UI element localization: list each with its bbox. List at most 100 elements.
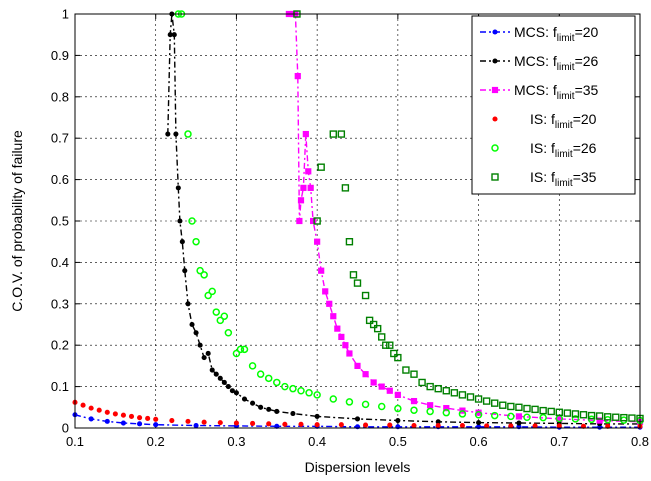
data-point xyxy=(523,413,531,421)
legend-item: IS: flimit=20 xyxy=(492,111,597,131)
legend-label: IS: flimit=35 xyxy=(530,169,597,189)
legend-label-main: MCS: f xyxy=(514,82,557,98)
data-point xyxy=(365,316,374,325)
data-point xyxy=(450,389,459,397)
x-tick-label: 0.4 xyxy=(308,434,326,449)
data-point xyxy=(612,413,620,421)
data-point xyxy=(628,414,636,422)
data-point xyxy=(369,320,378,329)
data-point xyxy=(314,413,320,419)
legend-label-tail: =26 xyxy=(575,53,599,69)
data-point xyxy=(466,393,475,401)
data-point xyxy=(236,345,245,354)
data-point xyxy=(220,312,229,320)
data-point xyxy=(274,408,280,414)
data-point xyxy=(330,313,337,320)
data-point xyxy=(579,411,588,419)
data-point xyxy=(492,116,498,122)
tick-labels: 0.1 0.2 0.3 0.4 0.5 0.6 0.7 0.800.10.20.30.40.5… xyxy=(51,7,649,450)
data-point xyxy=(289,384,297,393)
data-point xyxy=(515,413,523,420)
data-point xyxy=(88,405,94,411)
data-point xyxy=(604,413,612,421)
data-point xyxy=(410,370,418,378)
data-point xyxy=(531,405,539,414)
data-point xyxy=(189,321,195,328)
data-point xyxy=(476,420,482,426)
data-point xyxy=(394,391,401,398)
data-point xyxy=(173,131,179,137)
data-point xyxy=(88,416,94,422)
y-tick-label: 0.2 xyxy=(51,338,69,353)
data-point xyxy=(302,130,309,138)
data-point xyxy=(153,422,159,428)
x-tick-label: 0.5 xyxy=(389,434,407,449)
data-point xyxy=(310,217,317,225)
data-point xyxy=(233,420,239,426)
data-point xyxy=(297,386,305,395)
data-point xyxy=(329,395,338,403)
data-point xyxy=(539,413,547,422)
data-point xyxy=(296,217,303,225)
data-point xyxy=(492,58,498,64)
data-point xyxy=(474,411,483,419)
data-point xyxy=(484,423,490,429)
data-point xyxy=(378,333,386,341)
legend-label-main: IS: f xyxy=(530,169,555,185)
data-point xyxy=(338,422,344,428)
data-point xyxy=(361,400,370,409)
data-point xyxy=(492,29,498,35)
data-point xyxy=(179,239,185,245)
data-point xyxy=(571,415,580,423)
data-point xyxy=(442,387,450,395)
data-point xyxy=(532,423,538,429)
data-point xyxy=(390,349,398,358)
legend-label-sub: limit xyxy=(557,62,575,73)
data-point xyxy=(482,397,491,405)
data-point xyxy=(353,279,362,287)
data-point xyxy=(499,401,507,409)
legend-label-sub: limit xyxy=(557,33,575,44)
data-point xyxy=(240,345,249,354)
data-point xyxy=(298,421,304,427)
data-point xyxy=(434,384,442,393)
data-point xyxy=(363,422,369,428)
y-tick-label: 1 xyxy=(62,7,69,22)
data-point xyxy=(508,423,514,429)
data-point xyxy=(137,415,143,421)
data-point xyxy=(197,342,203,348)
data-point xyxy=(337,130,346,138)
data-point xyxy=(571,410,580,418)
data-point xyxy=(395,424,401,430)
data-point xyxy=(346,350,353,357)
series-line xyxy=(74,414,640,428)
data-point xyxy=(266,406,272,412)
data-point xyxy=(382,341,390,349)
data-point xyxy=(377,402,386,411)
legend-label: IS: flimit=26 xyxy=(530,140,597,160)
data-point xyxy=(411,422,417,429)
data-point xyxy=(387,422,393,428)
data-point xyxy=(145,415,151,422)
data-point xyxy=(507,412,515,421)
data-point xyxy=(175,185,181,191)
legend-label-tail: =20 xyxy=(573,111,597,127)
data-point xyxy=(587,415,596,424)
data-point xyxy=(196,266,204,275)
legend-item: MCS: flimit=35 xyxy=(480,82,599,102)
data-point xyxy=(587,411,596,420)
data-point xyxy=(248,362,257,370)
data-point xyxy=(370,379,377,386)
data-point xyxy=(349,271,358,279)
data-point xyxy=(305,389,313,397)
data-point xyxy=(200,271,208,279)
data-point xyxy=(386,387,393,394)
data-point xyxy=(307,184,314,191)
data-point xyxy=(281,382,289,391)
legend-label-tail: =35 xyxy=(573,169,597,185)
data-point xyxy=(137,421,143,427)
y-tick-label: 0.5 xyxy=(51,214,69,229)
data-point xyxy=(241,396,248,402)
data-point xyxy=(459,422,465,429)
data-point xyxy=(314,238,321,245)
